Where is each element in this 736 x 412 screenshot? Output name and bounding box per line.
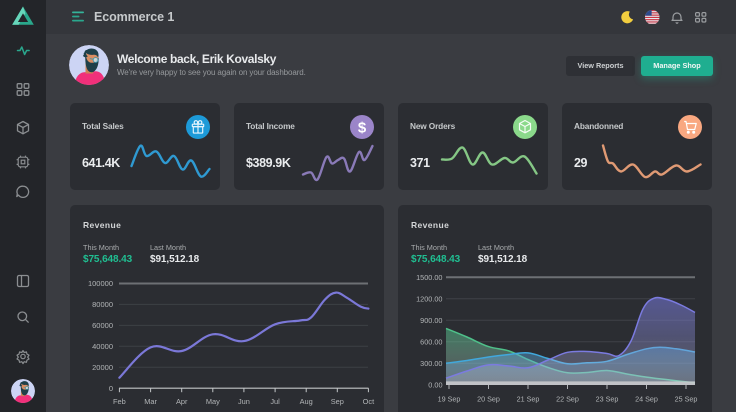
svg-text:$: $ bbox=[358, 119, 367, 136]
